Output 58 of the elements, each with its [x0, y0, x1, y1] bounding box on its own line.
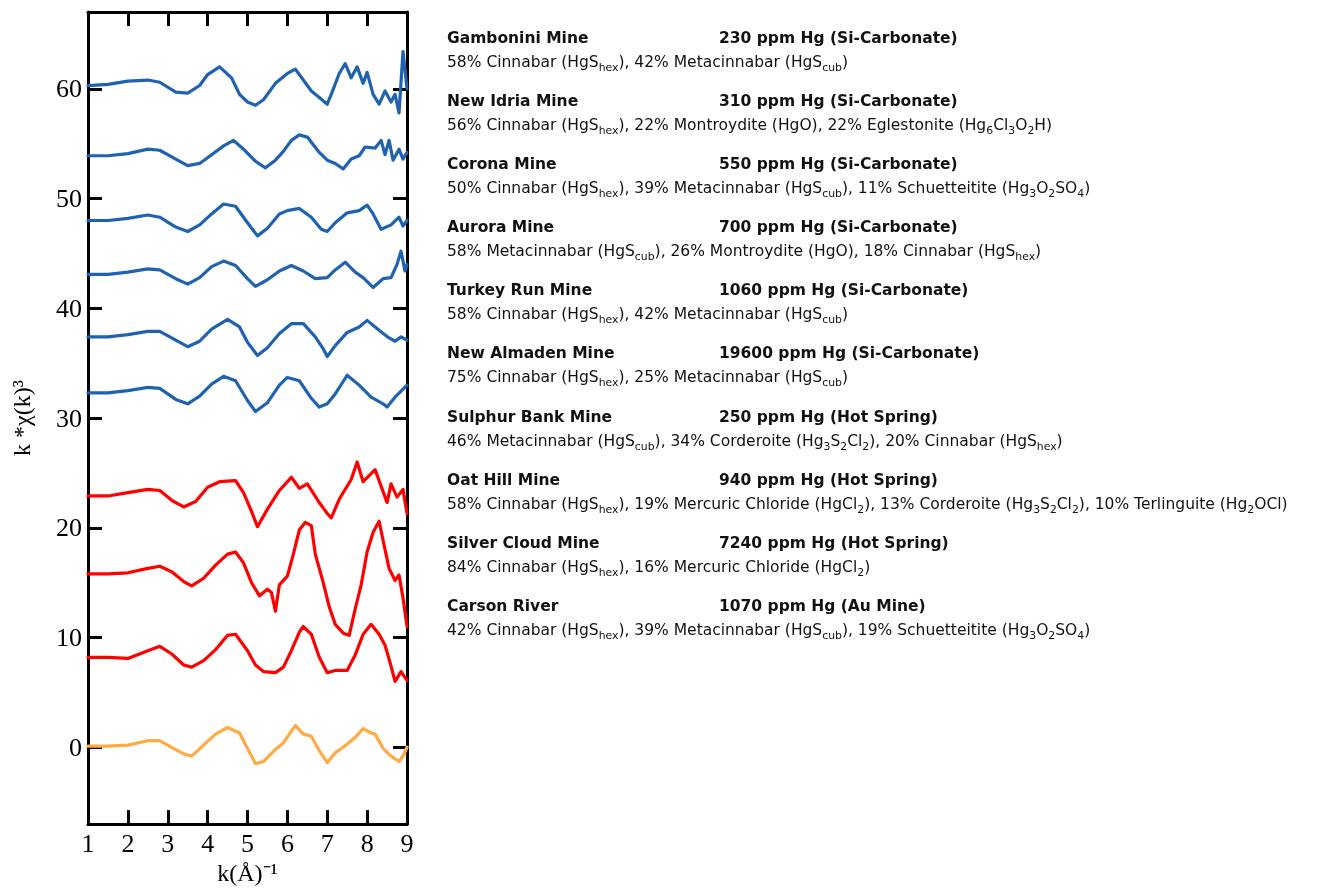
text: Carson River	[447, 595, 560, 617]
x-tick-label: 5	[241, 828, 254, 858]
text: 58% Cinnabar (HgS$_{hex}$), 19% Mercuric Chloride (HgCl$_{2}$), 13% Corderoite (Hg$_{3}$S$_{2}$Cl$_{2}$), 10% Terlinguite (Hg$_{2}$OCl)	[447, 494, 1288, 516]
y-tick-label: 0	[69, 732, 82, 762]
text: Oat Hill Mine	[447, 469, 562, 491]
y-tick-label: 40	[56, 293, 82, 323]
text: 75% Cinnabar (HgS$_{hex}$), 25% Metacinnabar (HgS$_{cub}$)	[447, 367, 849, 392]
text: 58% Metacinnabar (HgS$_{cub}$), 26% Montroydite (HgO), 18% Cinnabar (HgS$_{hex}$)	[447, 241, 1043, 266]
line-series	[86, 373, 409, 414]
line-series	[86, 622, 409, 684]
text: 230 ppm Hg (Si-Carbonate)	[719, 29, 958, 47]
text: 250 ppm Hg (Hot Spring)	[719, 407, 938, 426]
y-tick-label: 10	[56, 623, 82, 653]
x-tick-label: 3	[161, 828, 175, 858]
text: New Almaden Mine	[447, 343, 616, 365]
line-series	[86, 249, 409, 290]
text: 700 ppm Hg (Si-Carbonate)	[719, 218, 958, 237]
text: Corona Mine	[447, 154, 558, 176]
text: 58% Cinnabar (HgS$_{hex}$), 42% Metacinnabar (HgS$_{cub}$)	[447, 304, 849, 329]
line-series	[86, 202, 409, 238]
text: 310 ppm Hg (Si-Carbonate)	[719, 92, 958, 111]
text: 550 ppm Hg (Si-Carbonate)	[719, 155, 958, 174]
text: Turkey Run Mine	[447, 280, 594, 302]
text: 84% Cinnabar (HgS$_{hex}$), 16% Mercuric Chloride (HgCl$_{2}$)	[447, 556, 872, 581]
y-tick-label: 20	[56, 513, 82, 543]
x-tick-label: 7	[320, 828, 334, 858]
text: 1060 ppm Hg (Si-Carbonate)	[719, 281, 969, 300]
y-tick-label: 60	[56, 74, 82, 104]
line-series	[86, 460, 409, 529]
y-axis-title: k *χ(k)³	[9, 380, 35, 456]
text: Silver Cloud Mine	[447, 532, 601, 554]
text: 1070 ppm Hg (Au Mine)	[719, 596, 926, 615]
text: 56% Cinnabar (HgS$_{hex}$), 22% Montroydite (HgO), 22% Eglestonite (Hg$_{6}$Cl$_{3}$O$_{2}$H)	[447, 116, 1052, 138]
x-tick-label: 1	[81, 828, 95, 858]
x-tick-label: 8	[360, 828, 374, 858]
text: 46% Metacinnabar (HgS$_{cub}$), 34% Corderoite (Hg$_{3}$S$_{2}$Cl$_{2}$), 20% Cinnabar (HgS$_{hex}$)	[447, 431, 1063, 453]
text: 42% Cinnabar (HgS$_{hex}$), 39% Metacinnabar (HgS$_{cub}$), 19% Schuetteitite (Hg$_{3}$O$_{2}$SO$_{4}$)	[447, 620, 1091, 642]
line-series	[86, 519, 409, 637]
text: 50% Cinnabar (HgS$_{hex}$), 39% Metacinnabar (HgS$_{cub}$), 11% Schuetteitite (Hg$_{3}$O$_{2}$SO$_{4}$)	[447, 179, 1091, 201]
line-series	[86, 133, 409, 171]
line-series	[86, 317, 409, 359]
text: 58% Cinnabar (HgS$_{hex}$), 42% Metacinnabar (HgS$_{cub}$)	[447, 52, 849, 77]
y-tick-label: 30	[56, 403, 82, 433]
text: Gambonini Mine	[447, 28, 590, 49]
line-series	[86, 723, 409, 766]
text: 19600 ppm Hg (Si-Carbonate)	[719, 344, 980, 363]
y-tick-label: 50	[56, 184, 82, 214]
x-axis-title: k(Å)⁻¹	[217, 860, 278, 886]
text: 940 ppm Hg (Hot Spring)	[719, 470, 938, 489]
text: Aurora Mine	[447, 217, 556, 239]
line-series	[86, 49, 409, 115]
text: 7240 ppm Hg (Hot Spring)	[719, 533, 949, 552]
x-tick-label: 9	[400, 828, 414, 858]
x-tick-label: 4	[201, 828, 215, 858]
x-tick-label: 6	[280, 828, 294, 858]
x-tick-label: 2	[121, 828, 135, 858]
text: Sulphur Bank Mine	[447, 406, 613, 428]
text: New Idria Mine	[447, 91, 580, 113]
